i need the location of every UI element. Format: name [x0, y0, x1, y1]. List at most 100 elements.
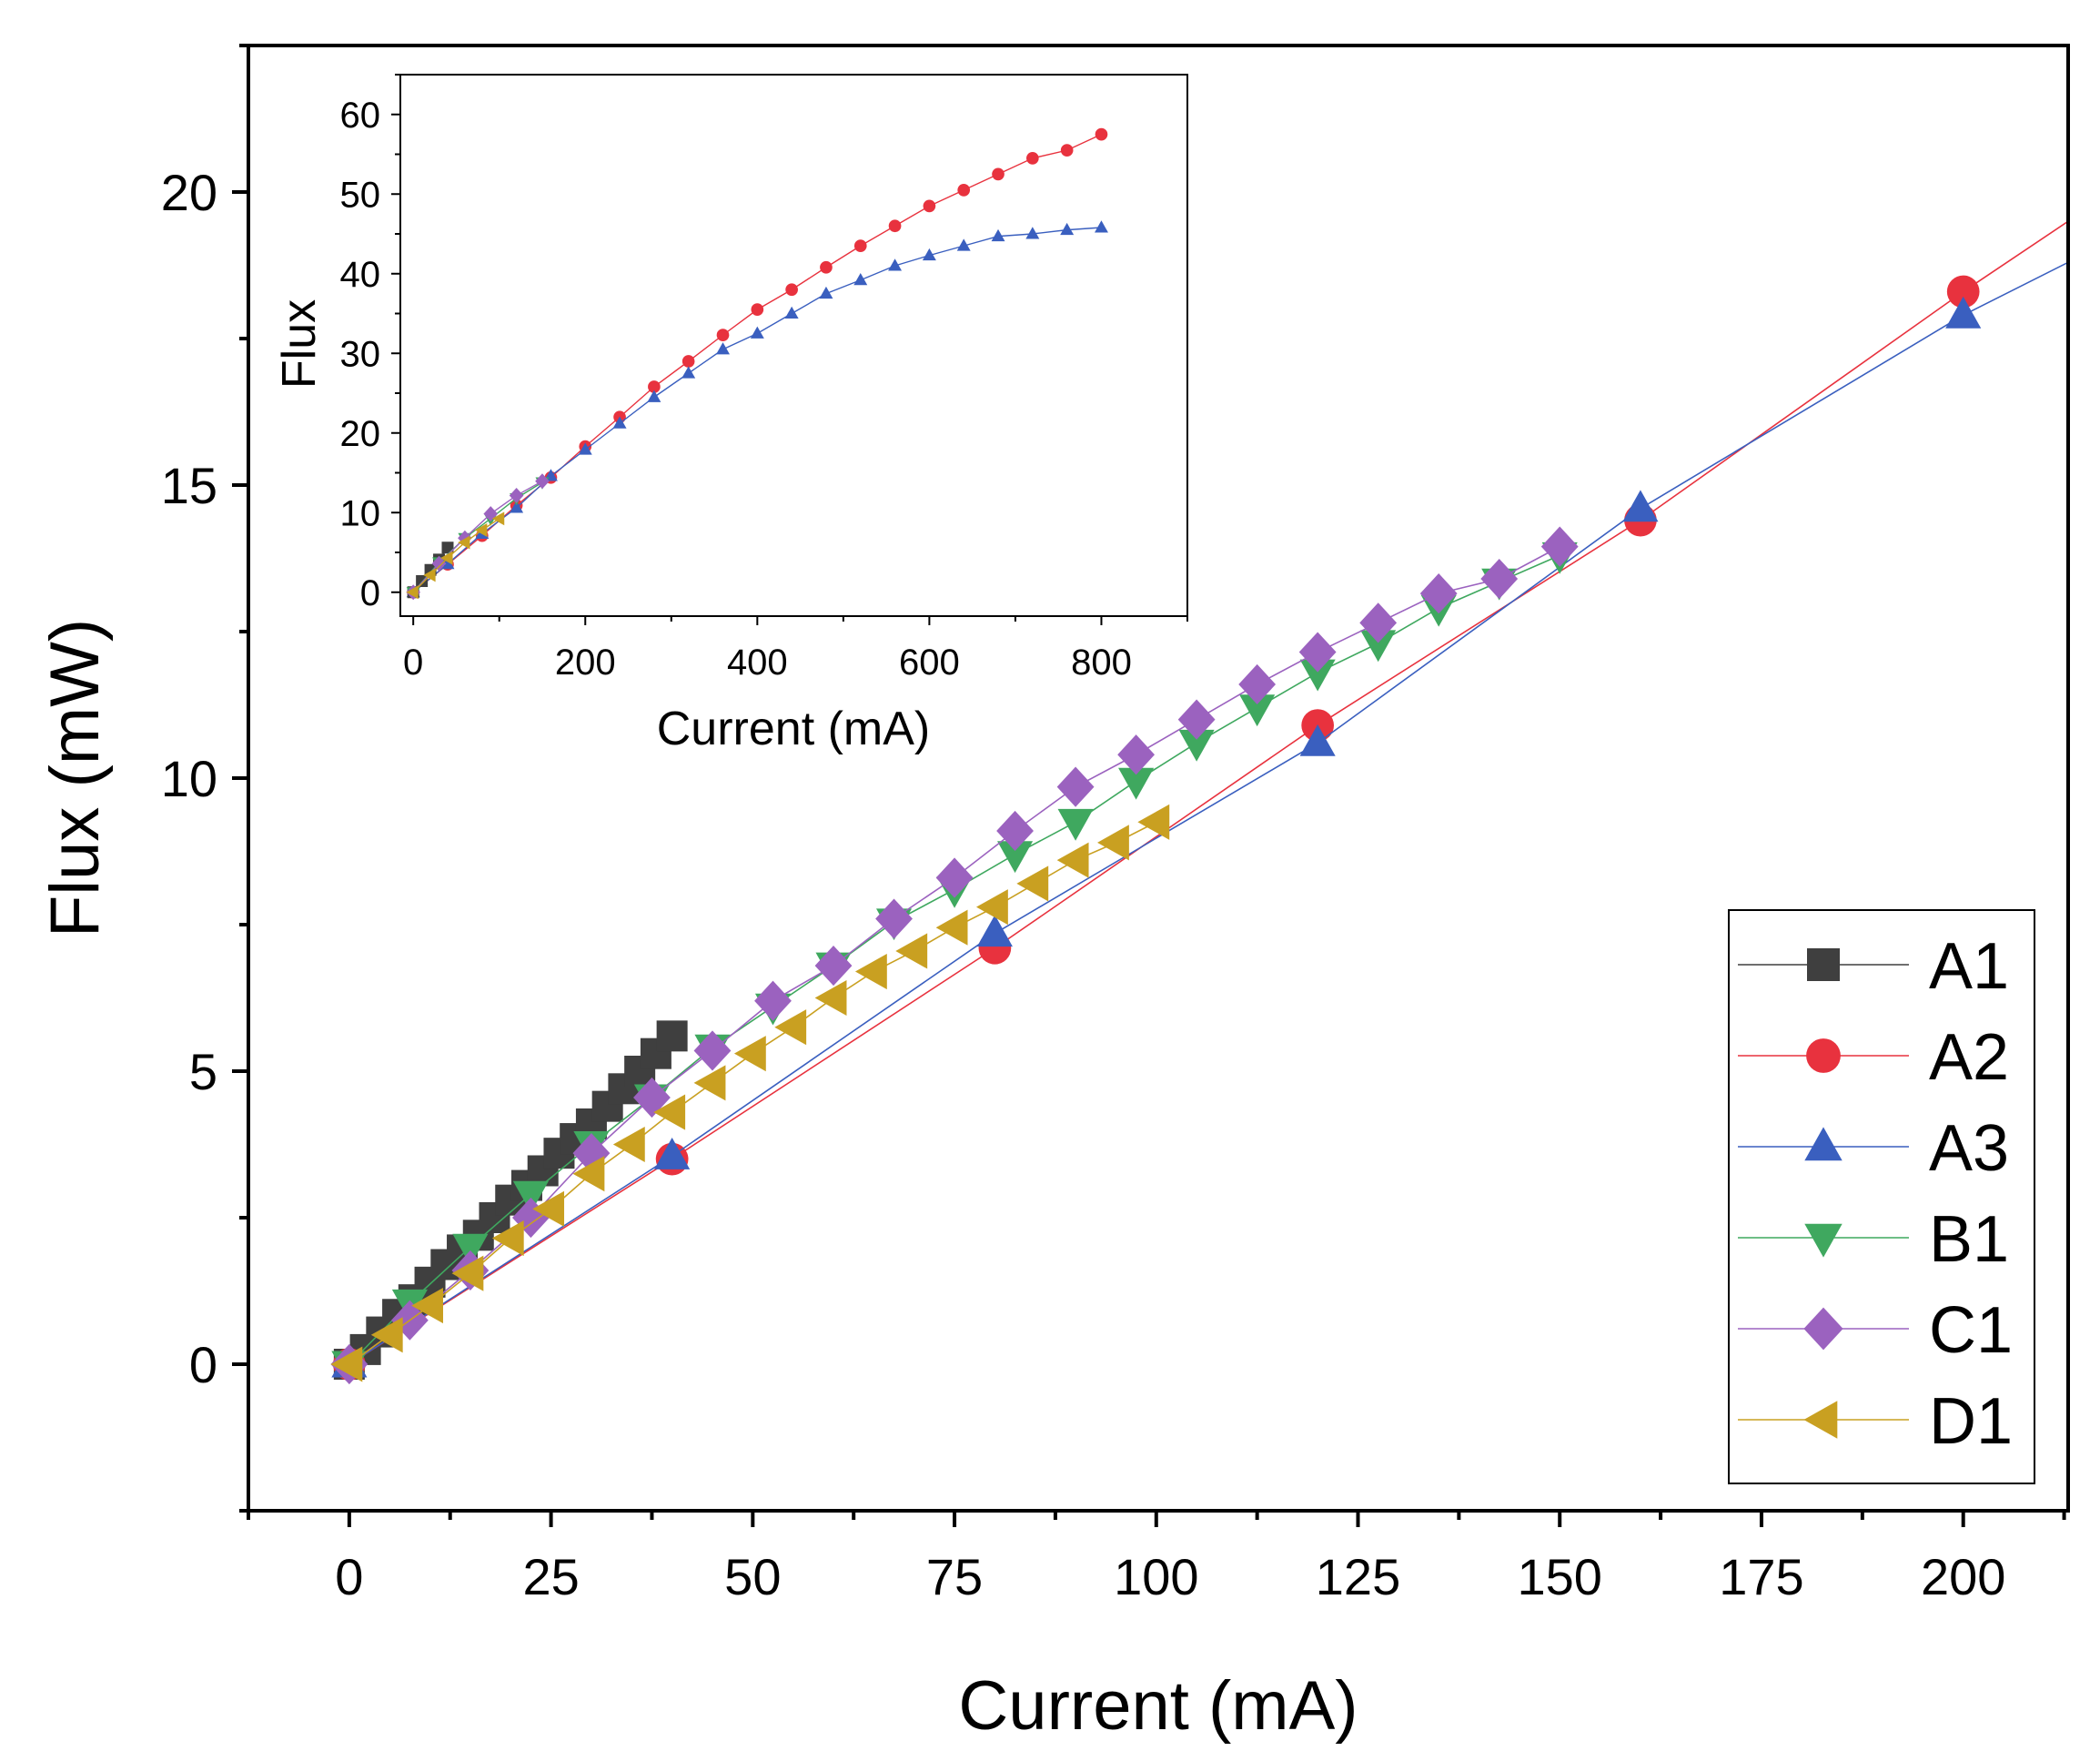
main-point-c1: [1298, 632, 1337, 673]
main-point-c1: [693, 1030, 732, 1071]
inset-point-a1: [441, 541, 454, 554]
inset-series-d1: [406, 511, 505, 600]
inset-point-d1: [458, 535, 470, 550]
main-point-a3: [1622, 490, 1659, 522]
main-point-d1: [774, 1009, 807, 1046]
main-point-b1: [997, 841, 1034, 874]
inset-plot-frame: [399, 74, 1188, 617]
main-x-tick-label: 200: [1921, 1548, 2005, 1605]
inset-y-tick-label: 30: [340, 335, 381, 375]
inset-point-a2: [1095, 127, 1108, 141]
inset-y-tick-label: 60: [340, 96, 381, 136]
main-y-axis: 0 5 10 15 20: [161, 44, 248, 1513]
main-x-tick-label: 125: [1316, 1548, 1400, 1605]
inset-x-tick-label: 600: [899, 643, 960, 683]
legend-marker-a1: [1807, 948, 1840, 981]
main-point-c1: [935, 857, 974, 898]
inset-y-tick-label: 20: [340, 414, 381, 454]
main-point-c1: [1480, 558, 1519, 600]
main-point-c1: [1419, 573, 1458, 614]
main-series-group: [330, 220, 2068, 1385]
main-point-b1: [1239, 694, 1276, 727]
legend-label: D1: [1929, 1385, 2013, 1458]
inset-x-axis: 0 200 400 600 800: [403, 616, 1188, 683]
legend-items: A1 A2 A3 B1 C1 D1: [1738, 930, 2013, 1458]
main-y-tick-label: 10: [161, 750, 217, 807]
main-point-c1: [633, 1077, 671, 1118]
main-x-axis-title: Current (mA): [958, 1667, 1358, 1745]
main-point-d1: [733, 1036, 766, 1072]
main-point-d1: [854, 953, 887, 990]
main-point-c1: [1056, 766, 1095, 807]
main-point-b1: [452, 1233, 489, 1266]
inset-point-a3: [819, 286, 833, 299]
inset-point-a3: [784, 306, 799, 319]
main-point-d1: [895, 933, 928, 969]
legend-marker-b1: [1804, 1223, 1843, 1258]
main-point-c1: [1177, 699, 1216, 740]
main-point-d1: [1097, 825, 1129, 861]
main-point-d1: [411, 1288, 444, 1324]
main-series-d1: [330, 804, 1170, 1382]
inset-point-d1: [491, 511, 505, 526]
main-point-d1: [491, 1220, 524, 1257]
main-point-d1: [653, 1094, 686, 1130]
main-x-tick-label: 75: [926, 1548, 983, 1605]
inset-point-c1: [431, 555, 447, 572]
inset-x-axis-title: Current (mA): [657, 703, 930, 755]
legend: A1 A2 A3 B1 C1 D1: [1728, 909, 2035, 1484]
main-point-a3: [1299, 724, 1336, 756]
inset-point-a2: [957, 184, 971, 197]
main-y-tick-label: 15: [161, 457, 217, 514]
legend-item-a3: A3: [1738, 1112, 2009, 1185]
inset-y-axis: 0 10 20 30 40 50 60: [340, 74, 400, 613]
legend-item-b1: B1: [1738, 1203, 2009, 1276]
main-y-tick-label: 20: [161, 164, 217, 221]
main-point-d1: [975, 889, 1008, 926]
inset-point-a3: [647, 390, 661, 402]
inset-point-a2: [820, 260, 833, 274]
main-point-a3: [976, 915, 1013, 947]
inset-point-a2: [716, 329, 730, 341]
inset-x-tick-label: 0: [403, 643, 423, 683]
legend-label: B1: [1929, 1203, 2009, 1276]
main-x-tick-label: 50: [724, 1548, 781, 1605]
inset-point-d1: [423, 568, 436, 582]
inset-point-a3: [1025, 227, 1040, 239]
inset-point-a2: [923, 199, 936, 213]
inset-point-a2: [785, 283, 798, 297]
inset-series-a2: [407, 127, 1108, 599]
inset-point-a2: [853, 239, 867, 252]
legend-frame: [1728, 909, 2035, 1484]
legend-marker-a2: [1806, 1038, 1841, 1073]
main-point-c1: [754, 980, 792, 1021]
main-point-c1: [512, 1197, 550, 1239]
inset-point-a3: [888, 258, 903, 271]
main-point-d1: [572, 1156, 605, 1192]
inset-point-d1: [475, 523, 488, 537]
main-point-c1: [1540, 526, 1579, 567]
inset-point-a2: [992, 167, 1005, 181]
main-y-tick-label: 0: [189, 1336, 217, 1393]
main-point-d1: [814, 979, 847, 1017]
legend-label: A2: [1929, 1021, 2009, 1094]
main-x-tick-label: 150: [1518, 1548, 1602, 1605]
inset-point-a3: [922, 248, 936, 261]
main-x-axis: 0 25 50 75 100 125 150 175 200: [247, 1511, 2066, 1605]
legend-label: A3: [1929, 1112, 2009, 1185]
inset-point-a3: [853, 272, 868, 286]
main-point-d1: [330, 1346, 363, 1382]
main-point-b1: [512, 1180, 549, 1213]
main-point-d1: [1056, 842, 1089, 878]
legend-label: A1: [1929, 930, 2009, 1003]
main-point-b1: [1360, 630, 1397, 663]
main-point-d1: [370, 1317, 403, 1353]
legend-label: C1: [1929, 1294, 2013, 1367]
inset-point-a3: [681, 366, 696, 379]
main-point-c1: [1359, 602, 1398, 643]
main-point-d1: [1016, 865, 1049, 902]
inset-point-c1: [535, 473, 550, 490]
main-x-tick-label: 25: [522, 1548, 579, 1605]
inset-point-a3: [578, 442, 592, 455]
